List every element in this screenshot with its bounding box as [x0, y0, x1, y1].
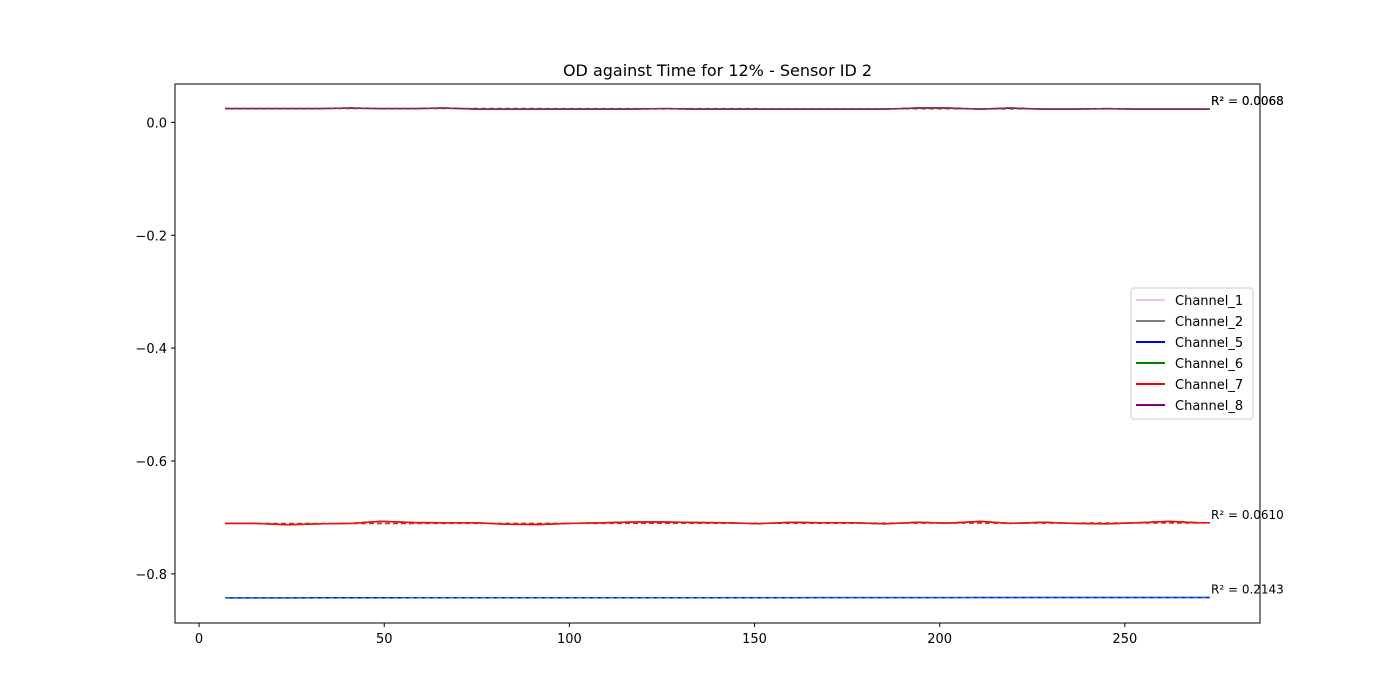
axes: 0 50 100 150 200 250 0.0 −0.2 −0.4 −0.6 −0.8 — [135, 83, 1261, 647]
series-line-channel-8 — [225, 107, 1210, 110]
r-squared-label: R² = 0.0610 — [1211, 508, 1284, 522]
r-squared-label: R² = 0.2143 — [1211, 582, 1284, 596]
y-tick-label: −0.6 — [135, 455, 167, 470]
r-squared-label: R² = 0.0068 — [1211, 94, 1284, 108]
x-tick-label: 50 — [376, 632, 393, 647]
chart-title: OD against Time for 12% - Sensor ID 2 — [563, 61, 872, 80]
legend-label: Channel_5 — [1175, 336, 1243, 351]
y-tick-label: −0.4 — [135, 342, 167, 357]
legend-label: Channel_7 — [1175, 378, 1243, 393]
legend: Channel_1 Channel_2 Channel_5 Channel_6 Chan… — [1130, 287, 1254, 420]
series-line-channel-7 — [225, 520, 1210, 526]
y-tick-label: −0.2 — [135, 229, 167, 244]
fit-line-middle — [224, 522, 1211, 525]
x-tick-label: 0 — [195, 632, 203, 647]
y-tick-label: −0.8 — [135, 568, 167, 583]
legend-label: Channel_1 — [1175, 294, 1243, 309]
y-tick-label: 0.0 — [146, 116, 167, 131]
x-tick-label: 200 — [927, 632, 952, 647]
fit-line-top — [224, 107, 1211, 110]
legend-label: Channel_2 — [1175, 315, 1243, 330]
x-tick-label: 100 — [557, 632, 582, 647]
legend-label: Channel_8 — [1175, 399, 1243, 414]
x-tick-label: 150 — [742, 632, 767, 647]
x-tick-label: 250 — [1112, 632, 1137, 647]
r-squared-label: R² = 0.0068 — [1211, 94, 1284, 108]
legend-label: Channel_6 — [1175, 357, 1243, 372]
axes-frame — [174, 83, 1261, 624]
